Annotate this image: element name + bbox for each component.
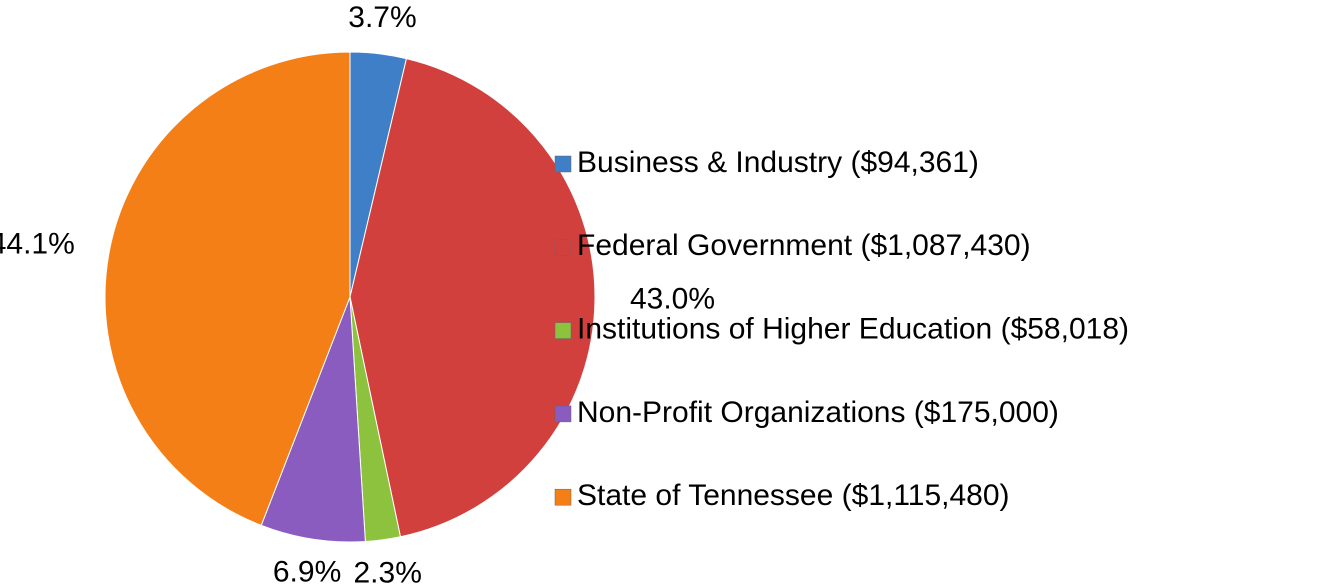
pie-slice bbox=[260, 296, 366, 543]
pie-slice bbox=[349, 57, 596, 538]
data-label: 3.7% bbox=[348, 1, 416, 34]
legend-marker bbox=[554, 322, 572, 339]
legend-label: Federal Government ($1,087,430) bbox=[577, 229, 1031, 262]
data-label: 43.0% bbox=[630, 282, 715, 315]
legend-label: Business & Industry ($94,361) bbox=[577, 146, 979, 179]
data-label: 2.3% bbox=[354, 556, 422, 587]
legend-marker bbox=[554, 155, 572, 173]
legend-marker bbox=[554, 405, 572, 423]
legend-marker bbox=[554, 239, 572, 256]
legend-label: State of Tennessee ($1,115,480) bbox=[577, 479, 1010, 512]
pie-slice bbox=[104, 51, 351, 527]
legend-marker bbox=[554, 488, 572, 506]
legend-label: Institutions of Higher Education ($58,01… bbox=[577, 313, 1129, 346]
data-label: 44.1% bbox=[0, 227, 75, 260]
legend-label: Non-Profit Organizations ($175,000) bbox=[577, 396, 1059, 429]
data-label: 6.9% bbox=[273, 556, 341, 587]
